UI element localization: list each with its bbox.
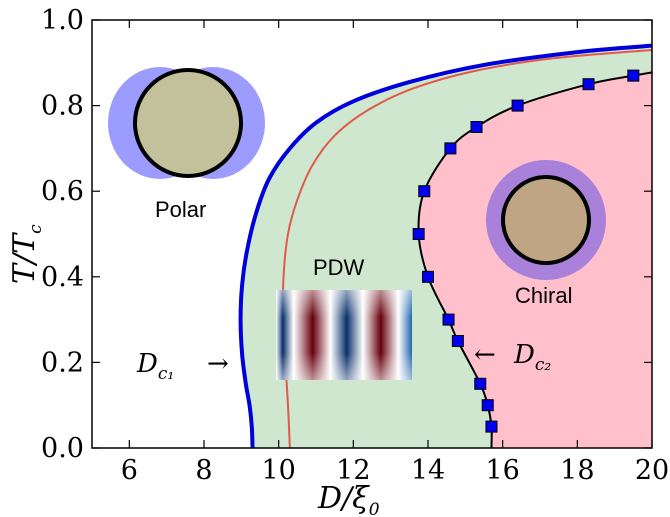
data-point-marker (582, 78, 595, 91)
annotation-dc2-arrow: ← (474, 340, 496, 370)
x-tick-label: 18 (560, 455, 594, 486)
x-tick-label: 10 (261, 455, 295, 486)
data-point-marker (418, 185, 431, 198)
x-axis-label: D/ξ0 (317, 481, 380, 517)
x-tick-label: 12 (336, 455, 370, 486)
series-line-0 (238, 43, 652, 448)
x-axis-label-sub: 0 (369, 500, 380, 517)
data-point-marker (451, 335, 464, 347)
data-point-marker (474, 377, 487, 390)
y-tick-label: 0.2 (41, 347, 84, 378)
y-axis-label: T/Tc (7, 224, 46, 284)
data-point-marker (444, 142, 457, 155)
annotation-dc1: Dc₁ → (136, 349, 229, 384)
y-axis-label-main: T/T (7, 232, 42, 284)
x-tick-label: 16 (485, 455, 519, 486)
x-tick-label: 8 (195, 455, 212, 486)
y-tick-label: 1.0 (41, 5, 84, 36)
annotation-dc2: ← Dc₂ (474, 340, 551, 375)
svg-text:Dc₂: Dc₂ (513, 340, 551, 375)
polar-inset (108, 67, 265, 179)
annotation-dc1-arrow: → (207, 349, 229, 379)
data-point-marker (422, 270, 434, 283)
annotation-dc2-sub: c₂ (535, 355, 552, 375)
annotation-dc1-label: D (136, 349, 158, 379)
region-label-polar: Polar (155, 197, 206, 222)
annotation-dc1-sub: c₁ (158, 364, 174, 384)
data-point-marker (485, 420, 498, 433)
y-axis-label-sub: c (26, 224, 46, 234)
y-tick-label: 0.0 (41, 433, 84, 464)
data-point-marker (412, 228, 425, 240)
region-label-pdw: PDW (313, 255, 365, 280)
data-point-marker (481, 399, 494, 412)
x-tick-label: 14 (411, 455, 445, 486)
data-point-marker (470, 121, 483, 133)
data-point-marker (442, 313, 455, 326)
y-tick-label: 0.8 (41, 91, 84, 122)
x-tick-label: 20 (635, 455, 669, 486)
svg-text:Dc₁: Dc₁ (136, 349, 174, 384)
data-point-marker (627, 69, 640, 82)
x-tick-label: 6 (121, 455, 138, 486)
x-axis-label-main: D/ξ (317, 481, 370, 516)
region-label-chiral: Chiral (515, 283, 572, 308)
pdw-inset (276, 290, 412, 380)
y-tick-label: 0.6 (41, 176, 84, 207)
data-point-marker (511, 99, 524, 112)
chiral-inset (486, 160, 606, 280)
y-tick-label: 0.4 (41, 262, 84, 293)
annotation-dc2-label: D (513, 340, 535, 370)
plot-frame (91, 19, 653, 449)
